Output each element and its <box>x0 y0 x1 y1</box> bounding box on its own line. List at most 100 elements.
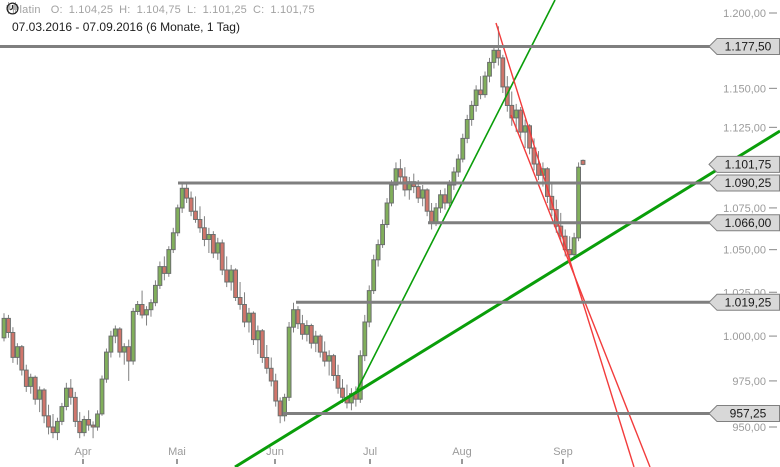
candle-bearish[interactable] <box>536 163 541 176</box>
candle-bullish[interactable] <box>144 309 149 316</box>
candle-bearish[interactable] <box>197 219 203 229</box>
candle-bearish[interactable] <box>500 57 506 88</box>
candle-bullish[interactable] <box>522 125 528 133</box>
candle-bearish[interactable] <box>398 168 403 178</box>
candle-bullish[interactable] <box>148 302 154 311</box>
trendline-downtrend-1[interactable] <box>495 22 635 467</box>
candle-bullish[interactable] <box>166 249 172 274</box>
candle-bullish[interactable] <box>104 351 109 380</box>
candle-bearish[interactable] <box>308 325 314 344</box>
candle-bearish[interactable] <box>335 375 341 389</box>
candle-bullish[interactable] <box>206 234 212 240</box>
candle-bullish[interactable] <box>108 335 114 353</box>
candle-bullish[interactable] <box>433 207 439 224</box>
candle-bullish[interactable] <box>571 237 577 256</box>
candle-bullish[interactable] <box>282 396 288 417</box>
candle-bearish[interactable] <box>251 312 256 341</box>
candle-bullish[interactable] <box>362 321 368 357</box>
candle-bullish[interactable] <box>121 346 127 353</box>
candle-bearish[interactable] <box>77 420 83 434</box>
candle-bearish[interactable] <box>161 266 167 274</box>
candle-bearish[interactable] <box>424 189 430 212</box>
candle-bullish[interactable] <box>291 309 296 328</box>
candle-bearish[interactable] <box>259 330 265 358</box>
candle-bullish[interactable] <box>15 346 20 358</box>
candle-bullish[interactable] <box>357 355 363 400</box>
candle-bearish[interactable] <box>210 234 216 254</box>
candle-bearish[interactable] <box>531 147 537 165</box>
candle-bullish[interactable] <box>389 184 394 204</box>
candle-bullish[interactable] <box>157 266 163 286</box>
candle-bearish[interactable] <box>300 323 305 335</box>
candle-bullish[interactable] <box>28 376 34 387</box>
candle-bearish[interactable] <box>90 424 96 428</box>
candle-bullish[interactable] <box>487 61 492 77</box>
candle-bearish[interactable] <box>50 426 56 434</box>
candle-bullish[interactable] <box>170 232 176 251</box>
candle-bullish[interactable] <box>455 158 461 173</box>
candle-bearish[interactable] <box>19 346 25 371</box>
candle-bullish[interactable] <box>491 49 497 63</box>
candle-bearish[interactable] <box>268 367 274 382</box>
candle-bullish[interactable] <box>135 304 140 312</box>
candle-bullish[interactable] <box>95 413 100 428</box>
candle-bearish[interactable] <box>331 355 337 377</box>
candle-bullish[interactable] <box>153 284 158 304</box>
candle-bullish[interactable] <box>469 104 475 121</box>
trendline-uptrend-steep[interactable] <box>356 0 556 391</box>
candle-bullish[interactable] <box>375 244 381 261</box>
candle-bullish[interactable] <box>304 325 310 335</box>
candle-bullish[interactable] <box>447 184 452 204</box>
candle-bearish[interactable] <box>273 380 279 402</box>
candle-bearish[interactable] <box>562 235 568 251</box>
candle-bearish[interactable] <box>580 159 586 165</box>
candle-bullish[interactable] <box>228 269 234 283</box>
candle-bearish[interactable] <box>6 317 11 333</box>
candle-bullish[interactable] <box>1 317 7 339</box>
candle-bullish[interactable] <box>55 420 60 434</box>
candle-bullish[interactable] <box>59 406 65 422</box>
candle-bearish[interactable] <box>219 242 225 271</box>
candle-bearish[interactable] <box>429 210 435 224</box>
candle-bullish[interactable] <box>366 290 372 323</box>
candle-bearish[interactable] <box>46 415 51 428</box>
candle-bearish[interactable] <box>518 109 524 133</box>
candle-bullish[interactable] <box>380 224 386 246</box>
candle-bullish[interactable] <box>473 89 479 106</box>
candle-bearish[interactable] <box>117 328 123 353</box>
candle-bullish[interactable] <box>255 330 261 341</box>
candle-bullish[interactable] <box>482 75 488 96</box>
candle-bullish[interactable] <box>246 312 252 323</box>
candle-bullish[interactable] <box>576 166 582 239</box>
candle-bullish[interactable] <box>420 189 426 199</box>
candle-bullish[interactable] <box>393 168 399 186</box>
candle-bearish[interactable] <box>224 269 230 283</box>
candle-bearish[interactable] <box>184 187 189 199</box>
candle-bearish[interactable] <box>264 357 270 369</box>
candle-bullish[interactable] <box>81 419 87 434</box>
candle-bullish[interactable] <box>286 326 292 398</box>
candle-bullish[interactable] <box>313 335 319 344</box>
candle-bearish[interactable] <box>126 346 132 362</box>
candle-bullish[interactable] <box>64 387 69 408</box>
candle-bearish[interactable] <box>237 297 243 305</box>
candle-bearish[interactable] <box>41 389 47 417</box>
candle-bearish[interactable] <box>340 387 345 398</box>
candle-bearish[interactable] <box>317 335 323 353</box>
candle-bearish[interactable] <box>68 387 74 398</box>
candle-bullish[interactable] <box>130 310 136 362</box>
candle-bearish[interactable] <box>10 332 16 358</box>
candle-bearish[interactable] <box>242 304 247 323</box>
candle-bullish[interactable] <box>438 194 443 209</box>
candle-bullish[interactable] <box>179 187 185 209</box>
trendline-downtrend-2[interactable] <box>510 114 651 467</box>
candle-bearish[interactable] <box>295 309 301 325</box>
candle-bearish[interactable] <box>277 400 283 417</box>
candle-bullish[interactable] <box>451 171 457 186</box>
candle-bullish[interactable] <box>215 242 221 254</box>
candle-bullish[interactable] <box>99 378 105 415</box>
candle-bearish[interactable] <box>233 269 238 298</box>
candle-bearish[interactable] <box>23 369 29 387</box>
candle-bullish[interactable] <box>37 389 43 400</box>
